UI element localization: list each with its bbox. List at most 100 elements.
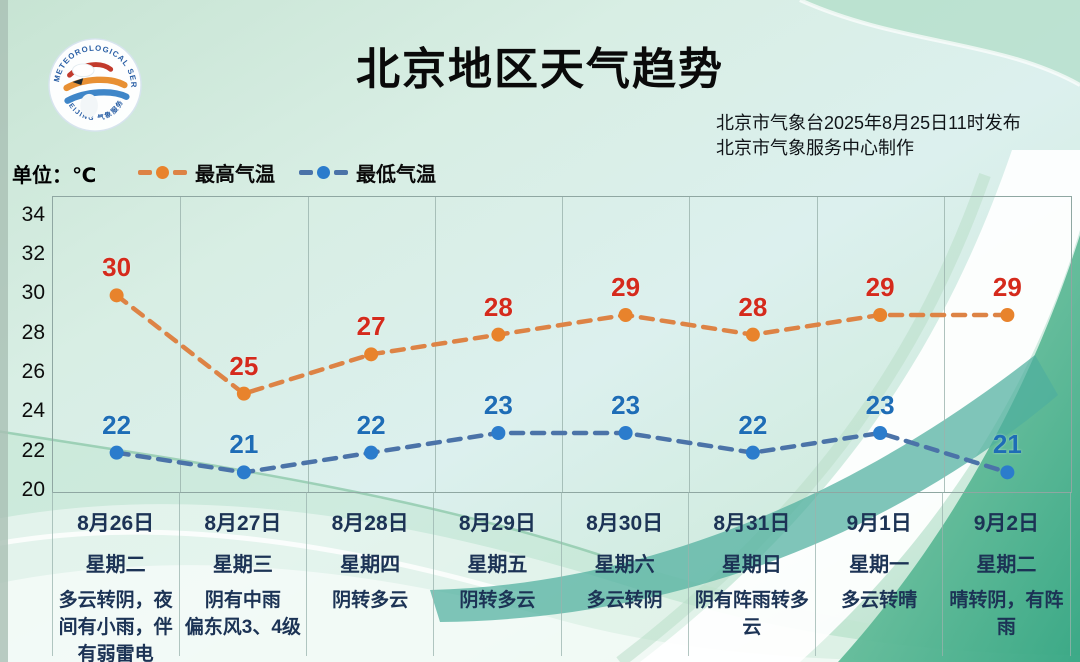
logo-badge: METEOROLOGICAL SERVICE BEIJING 气象服务 xyxy=(43,29,142,132)
high-temp-legend-marker xyxy=(138,166,187,179)
x-label-column: 8月30日星期六多云转阴 xyxy=(564,500,685,662)
issue-line-issued: 北京市气象台2025年8月25日11时发布 xyxy=(716,113,1021,133)
x-label-column: 8月31日星期日阴有阵雨转多云 xyxy=(691,500,812,662)
x-label-weather: 多云转晴 xyxy=(841,590,918,611)
x-label-weather: 阴有中雨 偏东风3、4级 xyxy=(184,590,301,638)
low-temp-point xyxy=(873,426,888,440)
x-label-date: 9月2日 xyxy=(973,512,1040,535)
x-label-date: 8月31日 xyxy=(713,512,791,535)
x-label-weekday: 星期二 xyxy=(85,554,146,576)
y-tick-label: 24 xyxy=(21,399,45,423)
high-temp-value-label: 28 xyxy=(483,291,513,322)
grid-line xyxy=(943,197,945,492)
legend-item-low: 最低气温 xyxy=(299,158,436,187)
meteorological-service-logo: METEOROLOGICAL SERVICE BEIJING 气象服务 xyxy=(43,29,144,134)
x-label-column: 9月2日星期二晴转阴，有阵雨 xyxy=(946,500,1067,662)
low-temp-point xyxy=(745,445,760,460)
x-label-weekday: 星期日 xyxy=(721,554,782,576)
x-label-weekday: 星期五 xyxy=(467,554,528,576)
x-label-column: 8月26日星期二多云转阴，夜间有小雨，伴有弱雷电 xyxy=(55,500,176,662)
column-separator xyxy=(942,492,944,656)
y-tick-label: 28 xyxy=(21,320,45,344)
low-temp-value-label: 22 xyxy=(102,409,132,440)
column-separator xyxy=(560,492,562,656)
column-separator xyxy=(815,492,816,656)
x-label-weekday: 星期四 xyxy=(340,554,401,576)
unit-label: 单位：℃ xyxy=(12,165,97,187)
legend-label-low: 最低气温 xyxy=(356,164,436,186)
column-separator xyxy=(687,492,689,656)
y-tick-label: 30 xyxy=(21,281,45,305)
low-temp-value-label: 21 xyxy=(229,429,259,460)
high-temp-point xyxy=(618,308,633,322)
y-tick-label: 26 xyxy=(21,360,45,383)
x-label-column: 8月29日星期五阴转多云 xyxy=(437,500,558,662)
low-temp-point xyxy=(491,426,506,440)
high-temp-point xyxy=(364,347,379,362)
high-temp-line xyxy=(114,293,1010,397)
grid-line xyxy=(816,197,818,492)
low-temp-point xyxy=(1000,465,1015,480)
low-temp-value-label: 23 xyxy=(483,390,513,420)
high-temp-value-label: 27 xyxy=(356,311,386,342)
high-temp-value-label: 28 xyxy=(738,291,768,322)
low-temp-value-label: 22 xyxy=(738,409,768,440)
x-label-weather: 阴转多云 xyxy=(459,590,536,611)
high-temp-point xyxy=(236,386,251,401)
column-separator xyxy=(178,492,180,656)
column-separator xyxy=(306,492,307,656)
y-tick-label: 32 xyxy=(21,242,45,265)
x-label-date: 8月29日 xyxy=(458,512,536,535)
grid-line xyxy=(689,197,691,492)
x-label-date: 8月26日 xyxy=(77,512,155,535)
x-label-column: 8月28日星期四阴转多云 xyxy=(310,500,431,662)
x-label-weekday: 星期一 xyxy=(849,554,910,576)
legend-label-high: 最高气温 xyxy=(195,164,275,186)
low-temp-line xyxy=(114,430,1010,475)
high-temp-value-label: 30 xyxy=(102,252,132,283)
x-label-column: 9月1日星期一多云转晴 xyxy=(819,500,940,662)
x-label-weather: 多云转阴，夜间有小雨，伴有弱雷电 xyxy=(58,590,173,662)
high-temp-point xyxy=(745,327,760,342)
low-temp-point xyxy=(236,465,251,480)
x-label-date: 8月27日 xyxy=(204,512,282,535)
x-label-weekday: 星期六 xyxy=(594,554,655,576)
page-title: 北京地区天气趋势 xyxy=(356,45,724,94)
low-temp-value-label: 23 xyxy=(865,390,895,420)
y-tick-label: 20 xyxy=(21,478,45,501)
column-separator xyxy=(51,492,53,656)
high-temp-value-label: 29 xyxy=(611,272,641,302)
issue-info: 北京市气象台2025年8月25日11时发布 北京市气象服务中心制作 xyxy=(716,111,1021,161)
column-separator xyxy=(1069,492,1071,656)
x-label-date: 8月30日 xyxy=(586,512,664,535)
grid-line xyxy=(180,197,182,492)
low-temp-value-label: 22 xyxy=(356,409,386,440)
high-temp-point xyxy=(491,327,506,342)
x-label-date: 9月1日 xyxy=(846,512,912,535)
x-label-weather: 阴转多云 xyxy=(332,590,409,611)
column-separator xyxy=(433,492,435,656)
x-label-weather: 多云转阴 xyxy=(586,590,663,611)
high-temp-value-label: 29 xyxy=(865,272,895,302)
temperature-lines-svg xyxy=(109,288,1015,480)
grid-line xyxy=(307,197,309,492)
y-tick-label: 22 xyxy=(21,438,45,462)
high-temp-value-label: 29 xyxy=(992,272,1022,302)
high-temp-point xyxy=(1000,308,1015,322)
x-label-weather: 阴有阵雨转多云 xyxy=(694,590,809,638)
x-label-weekday: 星期二 xyxy=(976,554,1037,576)
plot-area: 30 25 27 28 29 28 29 29 22 21 22 23 23 22 23 21 xyxy=(52,196,1072,493)
issue-line-produced: 北京市气象服务中心制作 xyxy=(716,138,914,158)
low-temp-value-label: 23 xyxy=(611,390,641,420)
chart-legend: 最高气温 最低气温 xyxy=(138,158,436,187)
low-temp-point xyxy=(618,426,633,440)
low-temp-value-label: 21 xyxy=(992,429,1022,460)
x-label-weather: 晴转阴，有阵雨 xyxy=(949,590,1064,638)
x-label-date: 8月28日 xyxy=(331,512,409,535)
high-temp-point xyxy=(873,308,888,322)
legend-item-high: 最高气温 xyxy=(138,158,275,187)
x-label-column: 8月27日 星期三 阴有中雨 偏东风3、4级 xyxy=(182,500,303,662)
high-temp-value-label: 25 xyxy=(229,350,259,381)
